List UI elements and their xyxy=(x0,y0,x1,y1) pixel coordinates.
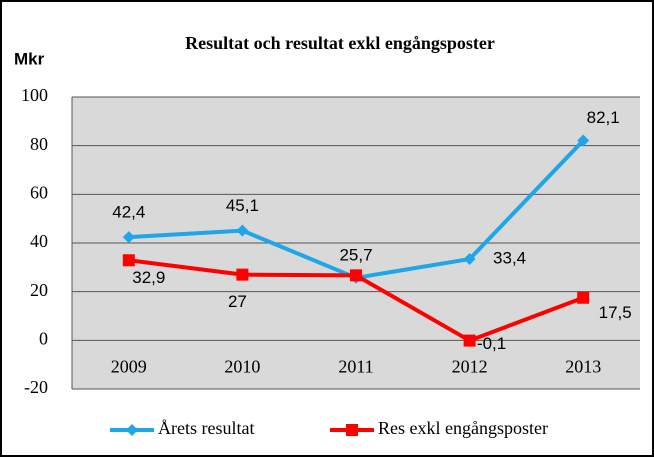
x-tick-label: 2009 xyxy=(111,356,147,376)
data-label: 82,1 xyxy=(587,108,620,127)
marker xyxy=(577,134,590,147)
data-label: 32,9 xyxy=(132,268,165,287)
x-tick-label: 2012 xyxy=(452,356,488,376)
data-label: 25,7 xyxy=(339,245,372,264)
y-tick-label: 60 xyxy=(30,182,48,202)
data-label: -0,1 xyxy=(477,334,506,353)
data-label: 33,4 xyxy=(493,249,526,268)
data-label: 42,4 xyxy=(112,203,145,222)
marker xyxy=(463,334,476,347)
marker xyxy=(122,231,135,244)
marker xyxy=(122,254,135,267)
chart-title: Resultat och resultat exkl engångsposter xyxy=(185,33,495,53)
data-label: 27 xyxy=(228,292,247,311)
legend-marker xyxy=(346,424,358,436)
legend-label: Res exkl engångsposter xyxy=(378,418,548,438)
marker xyxy=(350,269,362,282)
data-label: 45,1 xyxy=(226,196,259,215)
marker xyxy=(236,268,249,281)
data-label: 17,5 xyxy=(599,303,632,322)
y-axis-label: Mkr xyxy=(14,49,45,68)
marker xyxy=(236,224,249,237)
y-tick-label: 80 xyxy=(30,134,48,154)
y-tick-label: -20 xyxy=(24,377,48,397)
marker xyxy=(463,253,476,266)
legend-marker xyxy=(126,424,138,436)
x-tick-label: 2010 xyxy=(224,356,260,376)
y-tick-label: 100 xyxy=(21,85,48,105)
y-tick-label: 40 xyxy=(30,231,48,251)
y-tick-label: 20 xyxy=(30,280,48,300)
x-tick-label: 2013 xyxy=(565,356,601,376)
legend-label: Årets resultat xyxy=(158,418,254,438)
marker xyxy=(577,291,590,304)
x-tick-label: 2011 xyxy=(338,356,373,376)
y-tick-label: 0 xyxy=(39,328,48,348)
